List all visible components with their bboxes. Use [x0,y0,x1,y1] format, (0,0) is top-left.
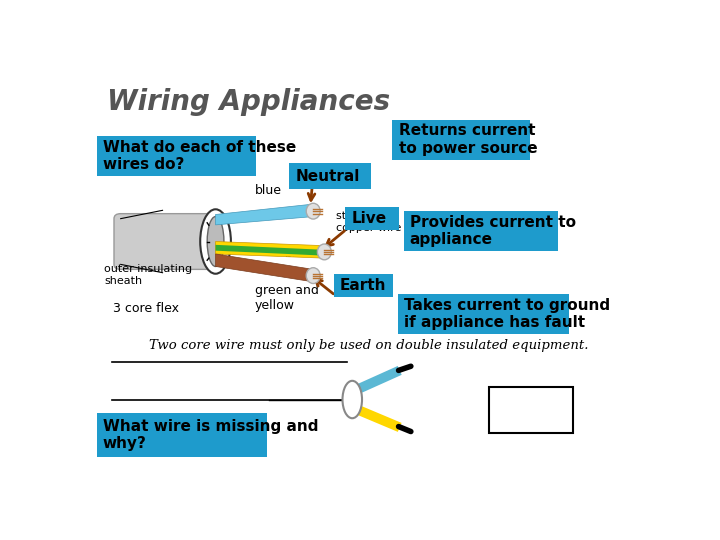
Text: Provides current to
appliance: Provides current to appliance [410,215,576,247]
Text: Wiring Appliances: Wiring Appliances [107,87,390,116]
Polygon shape [215,254,313,282]
FancyBboxPatch shape [392,120,530,160]
Ellipse shape [200,210,231,274]
Text: What do each of these
wires do?: What do each of these wires do? [103,140,296,172]
Text: Two core wire must only be used on double insulated equipment.: Two core wire must only be used on doubl… [149,339,589,352]
FancyBboxPatch shape [489,387,572,433]
Ellipse shape [343,381,362,418]
FancyBboxPatch shape [345,207,399,230]
Text: Earth: Earth [340,278,387,293]
Polygon shape [215,241,324,258]
Polygon shape [215,245,324,255]
Text: 3 core flex: 3 core flex [113,301,179,314]
FancyBboxPatch shape [398,294,569,334]
Ellipse shape [207,217,224,266]
Text: outer insulating
sheath: outer insulating sheath [104,264,192,286]
Text: brown: brown [285,247,324,260]
Text: green and
yellow: green and yellow [255,284,318,312]
FancyBboxPatch shape [404,211,557,251]
FancyBboxPatch shape [96,413,267,457]
Text: Live: Live [351,211,386,226]
FancyBboxPatch shape [334,274,393,297]
Text: Returns current
to power source: Returns current to power source [399,124,537,156]
Text: Neutral: Neutral [295,168,360,184]
Ellipse shape [306,203,320,219]
Ellipse shape [306,268,320,284]
FancyBboxPatch shape [96,136,256,176]
Text: Takes current to ground
if appliance has fault: Takes current to ground if appliance has… [404,298,611,330]
FancyBboxPatch shape [114,214,225,269]
Text: What wire is missing and
why?: What wire is missing and why? [103,418,318,451]
Polygon shape [215,204,313,225]
Text: strands of
copper wire: strands of copper wire [336,211,401,233]
Ellipse shape [318,244,331,260]
FancyBboxPatch shape [289,163,371,188]
Text: blue: blue [255,184,282,197]
FancyBboxPatch shape [84,60,654,485]
